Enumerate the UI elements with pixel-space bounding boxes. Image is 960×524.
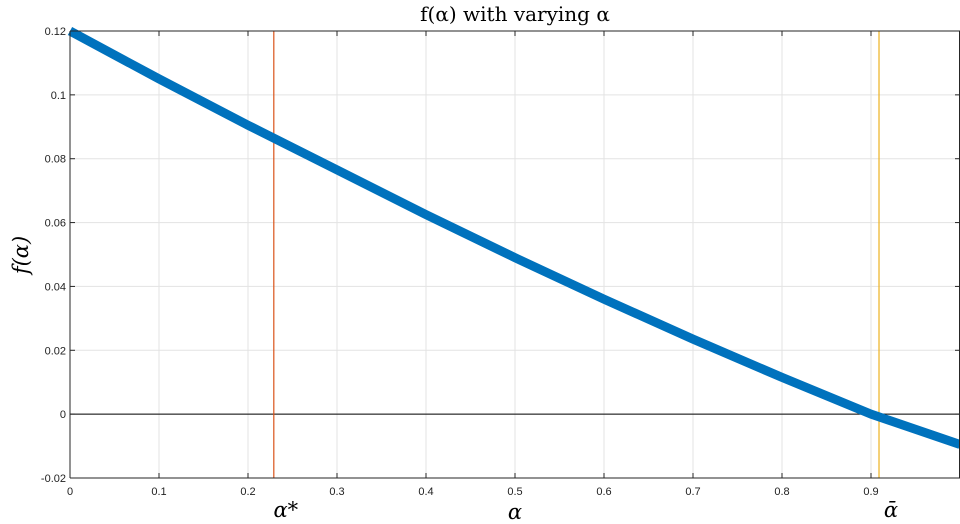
y-tick-label: 0 bbox=[60, 409, 66, 421]
series-line bbox=[67, 27, 960, 449]
x-tick-label: 0 bbox=[67, 486, 73, 498]
x-tick-label: 0.3 bbox=[329, 486, 344, 498]
y-tick-label: 0.02 bbox=[45, 345, 66, 357]
x-tick-label: 0.9 bbox=[863, 486, 878, 498]
y-tick-label: 0.08 bbox=[45, 154, 66, 166]
reference-lines bbox=[70, 31, 960, 478]
x-tick-label: 0.7 bbox=[685, 486, 700, 498]
y-tick-label: 0.04 bbox=[45, 281, 66, 293]
series-layer bbox=[67, 27, 960, 449]
y-tick-label: 0.06 bbox=[45, 218, 66, 230]
x-tick-label: 0.8 bbox=[774, 486, 789, 498]
vertical-marker-label: α* bbox=[273, 498, 298, 522]
tick-labels: 0 0.1 0.2 0.3 0.4 0.5 0.6 0.7 0.8 0.9-0.0200.020.… bbox=[41, 26, 898, 522]
y-tick-label: 0.12 bbox=[45, 26, 66, 38]
x-tick-label: 0.5 bbox=[507, 486, 522, 498]
vertical-marker-label: ᾱ bbox=[884, 498, 898, 522]
x-tick-label: 0.4 bbox=[418, 486, 433, 498]
x-tick-label: 0.1 bbox=[151, 486, 166, 498]
y-tick-label: -0.02 bbox=[41, 473, 66, 485]
y-axis-label: f(α) bbox=[9, 236, 33, 276]
y-tick-label: 0.1 bbox=[51, 90, 66, 102]
x-tick-label: 0.2 bbox=[240, 486, 255, 498]
chart-title: f(α) with varying α bbox=[420, 2, 610, 26]
x-axis-label: α bbox=[508, 500, 522, 524]
x-tick-label: 0.6 bbox=[596, 486, 611, 498]
